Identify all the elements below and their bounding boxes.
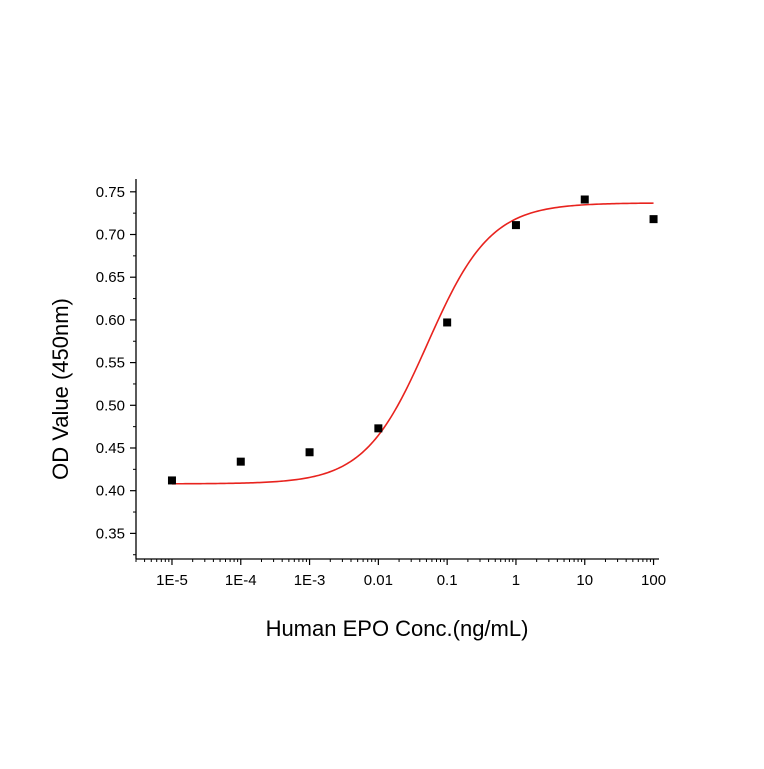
y-tick-label: 0.65 bbox=[96, 269, 125, 286]
data-point bbox=[374, 424, 383, 433]
data-point bbox=[167, 476, 176, 485]
data-point bbox=[649, 215, 658, 224]
data-point bbox=[305, 448, 314, 457]
data-point bbox=[236, 457, 245, 466]
axes bbox=[135, 179, 659, 560]
fit-curve bbox=[171, 202, 654, 485]
x-tick-label: 0.1 bbox=[437, 572, 458, 589]
x-tick-label: 1E-5 bbox=[156, 572, 188, 589]
y-tick-label: 0.55 bbox=[96, 355, 125, 372]
x-tick-label: 10 bbox=[576, 572, 593, 589]
y-tick-label: 0.35 bbox=[96, 525, 125, 542]
fit-curve-layer bbox=[171, 202, 654, 485]
y-tick-label: 0.45 bbox=[96, 440, 125, 457]
y-tick-label: 0.50 bbox=[96, 397, 125, 414]
x-tick-label: 1 bbox=[512, 572, 520, 589]
data-point bbox=[443, 318, 452, 327]
data-point bbox=[580, 195, 589, 204]
data-point bbox=[511, 221, 520, 230]
y-tick-label: 0.70 bbox=[96, 227, 125, 244]
x-tick-label: 0.01 bbox=[364, 572, 393, 589]
x-tick-label: 1E-3 bbox=[294, 572, 326, 589]
x-axis-title: Human EPO Conc.(ng/mL) bbox=[266, 616, 529, 641]
x-tick-label: 1E-4 bbox=[225, 572, 257, 589]
y-tick-label: 0.40 bbox=[96, 483, 125, 500]
ticks: 0.35 0.40 0.45 0.50 0.55 0.60 0.65 0.70 0.75 1E-5… bbox=[96, 184, 666, 589]
y-axis-title: OD Value (450nm) bbox=[48, 298, 73, 480]
data-points bbox=[167, 195, 658, 485]
x-tick-label: 100 bbox=[641, 572, 666, 589]
y-tick-label: 0.60 bbox=[96, 312, 125, 329]
y-tick-label: 0.75 bbox=[96, 184, 125, 201]
